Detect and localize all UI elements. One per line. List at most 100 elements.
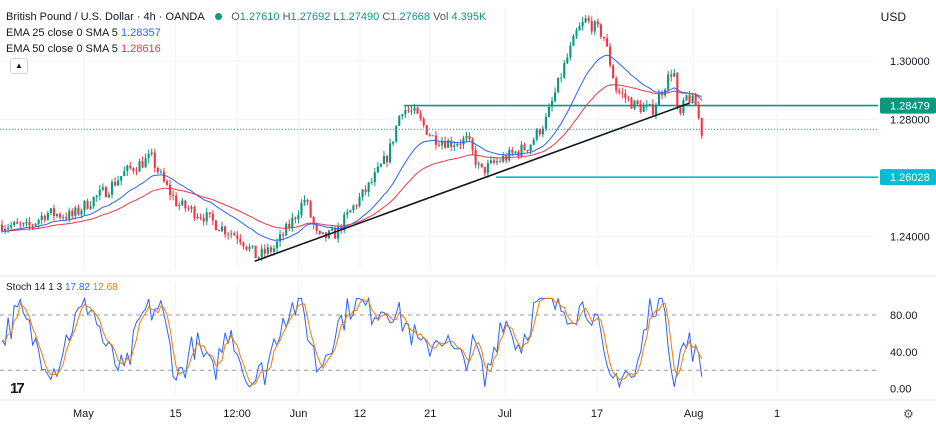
candle-body: [679, 108, 682, 113]
candle-body: [77, 207, 80, 215]
candle-body: [58, 214, 62, 218]
candle-body: [196, 217, 199, 219]
candle-body: [86, 200, 89, 209]
ema50-legend[interactable]: EMA 50 close 0 SMA 5 1.28616: [6, 42, 161, 56]
candle-body: [275, 241, 279, 249]
candle-body: [285, 223, 288, 236]
ema25-value: 1.28357: [120, 27, 161, 39]
candle-body: [654, 105, 657, 115]
close-label: C: [382, 11, 391, 23]
candle-body: [83, 200, 86, 211]
candle-body: [248, 246, 251, 250]
candle-body: [511, 149, 514, 153]
candle-body: [541, 128, 544, 135]
candle-body: [645, 104, 648, 107]
stoch-d-line: [1, 297, 703, 385]
symbol-legend[interactable]: British Pound / U.S. Dollar · 4h · OANDA…: [6, 10, 486, 24]
candle-body: [257, 256, 260, 259]
candle-body: [569, 45, 572, 58]
candle-body: [220, 226, 224, 232]
candle-body: [630, 98, 633, 109]
candle-body: [22, 223, 25, 225]
candle-body: [529, 144, 532, 152]
candle-body: [431, 135, 434, 137]
candle-body: [34, 223, 37, 226]
candle-body: [639, 103, 642, 112]
candle-body: [104, 187, 107, 198]
candle-body: [410, 110, 413, 112]
candle-body: [16, 221, 19, 224]
candle-body: [456, 144, 459, 146]
candle-body: [107, 194, 111, 198]
stoch-axis[interactable]: 80.00 40.00 0.00: [890, 310, 918, 396]
collapse-legend-button[interactable]: ▲: [10, 58, 28, 74]
symbol-title[interactable]: British Pound / U.S. Dollar · 4h · OANDA: [6, 11, 205, 23]
candle-body: [239, 239, 242, 243]
candle-body: [554, 92, 557, 101]
price-axis[interactable]: 1.30000 1.28000 1.24000 1.28479 1.26028: [880, 56, 936, 243]
candle-body: [123, 171, 126, 177]
candle-body: [605, 38, 609, 47]
candle-body: [181, 200, 184, 206]
time-tick-label: 12:00: [223, 408, 251, 420]
candle-body: [489, 160, 492, 164]
candle-body: [10, 225, 13, 228]
candle-body: [581, 21, 584, 27]
candle-body: [437, 144, 441, 146]
candle-body: [129, 165, 132, 169]
candle-body: [337, 225, 340, 239]
price-level-label: 1.26028: [890, 172, 930, 184]
candle-body: [392, 141, 395, 144]
candle-body: [596, 21, 599, 25]
candle-body: [416, 107, 419, 114]
candle-body: [434, 135, 437, 145]
candle-body: [627, 98, 630, 99]
candle-body: [602, 36, 606, 39]
candle-body: [346, 212, 349, 215]
candle-body: [321, 232, 324, 234]
candle-body: [315, 224, 318, 231]
candle-body: [667, 74, 670, 90]
candle-body: [538, 129, 541, 135]
main-pane-grid: [0, 8, 878, 270]
candle-body: [642, 106, 645, 112]
candle-body: [389, 143, 392, 163]
trendline[interactable]: [254, 102, 690, 262]
candle-body: [584, 18, 587, 22]
candle-body: [71, 210, 74, 216]
candle-body: [376, 166, 379, 173]
tradingview-logo-icon[interactable]: 17: [10, 380, 25, 397]
stoch-legend[interactable]: Stoch 14 1 3 17.82 12.68: [6, 281, 118, 295]
candle-body: [352, 205, 355, 211]
candle-body: [419, 113, 422, 119]
candle-body: [49, 208, 52, 214]
candle-body: [214, 220, 217, 231]
candle-body: [440, 141, 444, 146]
ema25-legend[interactable]: EMA 25 close 0 SMA 5 1.28357: [6, 26, 161, 40]
candle-body: [364, 189, 367, 192]
candle-body: [153, 152, 156, 168]
candle-body: [450, 140, 453, 148]
candle-body: [68, 210, 71, 219]
candle-body: [673, 72, 676, 77]
candle-body: [74, 207, 77, 216]
candle-body: [697, 105, 700, 118]
candle-body: [676, 72, 679, 109]
high-label: H: [282, 11, 291, 23]
candle-body: [303, 199, 306, 203]
candle-body: [343, 214, 346, 231]
candle-body: [65, 217, 68, 219]
candle-body: [547, 106, 551, 117]
gear-icon[interactable]: ⚙: [903, 407, 914, 421]
price-tick-label: 1.24000: [890, 231, 930, 243]
candle-body: [190, 207, 193, 209]
candle-body: [483, 167, 486, 174]
time-tick-label: May: [73, 408, 94, 420]
currency-selector[interactable]: USD: [880, 10, 906, 24]
volume-label: Vol: [433, 11, 449, 23]
candle-body: [532, 139, 535, 145]
time-axis[interactable]: May 15 12:00 Jun 12 21 Jul 17 Aug 1: [73, 408, 780, 420]
candle-body: [688, 95, 691, 104]
candle-body: [98, 189, 101, 196]
